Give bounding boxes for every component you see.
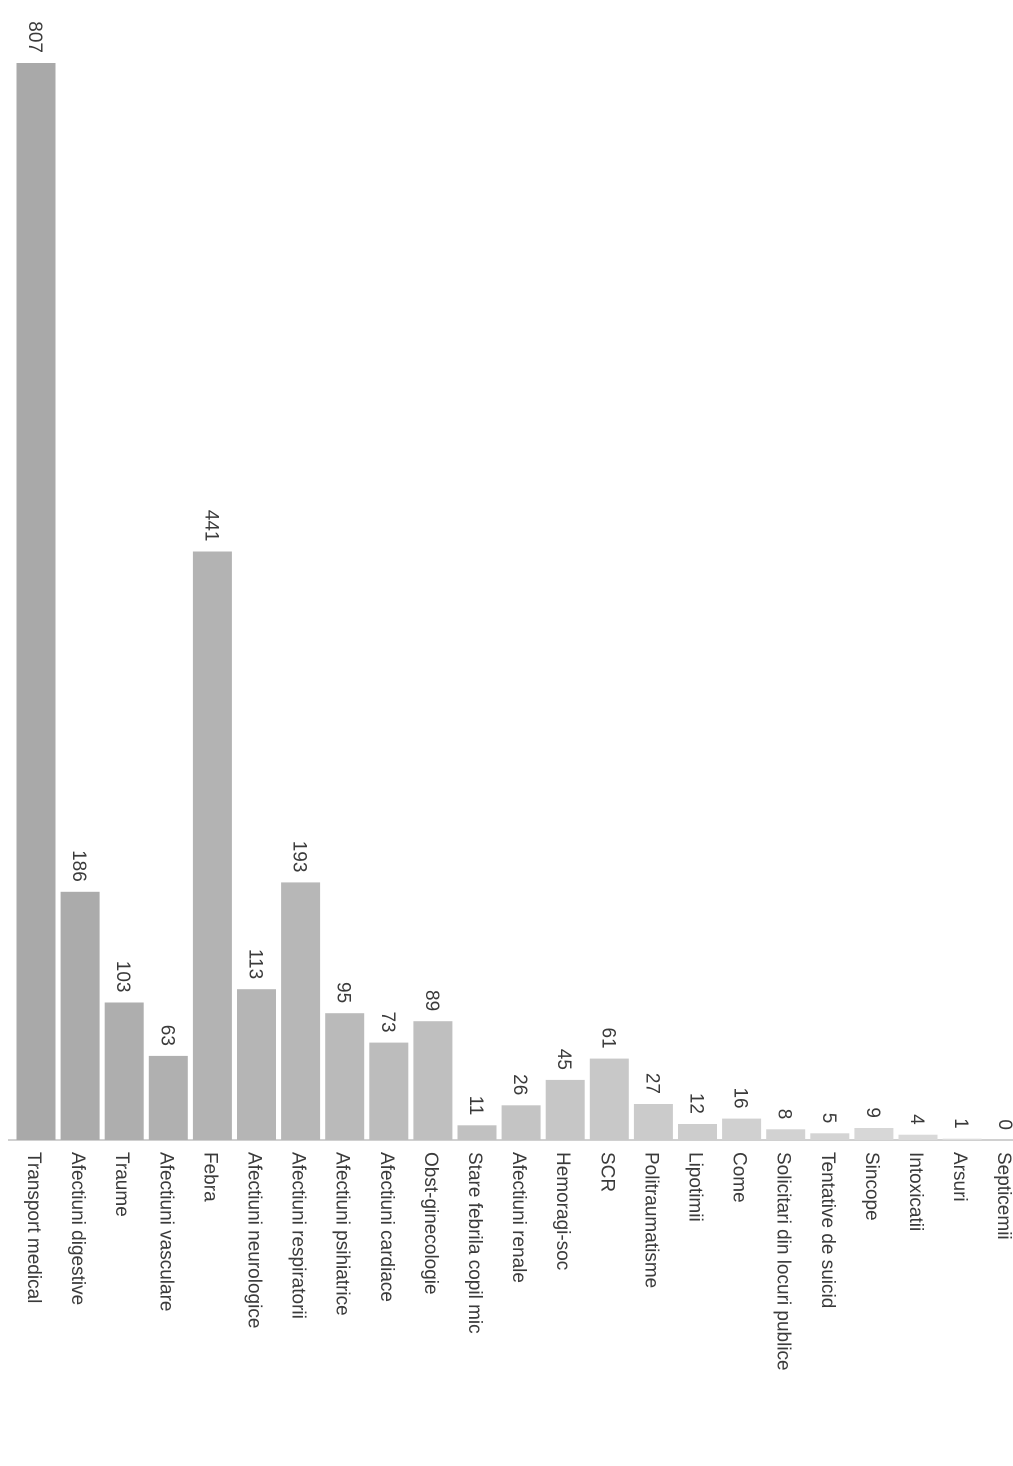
bar [237,989,276,1140]
bar-value-label: 1 [950,1118,971,1129]
bar [281,882,321,1140]
category-label: Traume [111,1152,132,1217]
bar [589,1058,629,1140]
category-label: Septicemii [993,1152,1013,1240]
bar-value-label: 5 [818,1113,839,1124]
category-label: Afectiuni renale [508,1152,529,1283]
bar-value-label: 8 [774,1109,795,1120]
category-label: Arsuri [949,1152,970,1202]
bar-value-label: 193 [289,841,310,873]
bar-value-label: 441 [200,510,221,542]
bar [457,1125,497,1140]
category-label: Sincope [861,1152,882,1221]
category-label: SCR [596,1152,617,1192]
category-label: Hemoragi-soc [552,1152,573,1270]
bar-value-label: 26 [509,1074,530,1095]
bar [16,63,56,1140]
bar-value-label: 9 [862,1107,883,1118]
bar-value-label: 12 [686,1093,707,1114]
category-label: Obst-ginecologie [420,1152,441,1295]
bar-value-label: 0 [994,1119,1013,1130]
category-label: Intoxicatii [905,1152,926,1231]
bar [854,1128,894,1140]
bar [766,1129,806,1140]
bar-value-label: 113 [245,949,266,979]
bar [545,1079,585,1140]
bar [722,1118,762,1140]
bar-value-label: 16 [730,1087,751,1108]
category-label: Afectiuni digestive [67,1152,88,1305]
bar-value-label: 807 [24,21,45,53]
bar-value-label: 103 [112,961,133,993]
bar [60,891,100,1140]
bar [501,1105,541,1140]
bar-value-label: 63 [156,1025,177,1046]
bar [413,1021,453,1140]
category-label: Febra [199,1152,220,1202]
bar-value-label: 4 [906,1114,927,1125]
category-label: Politraumatisme [640,1152,661,1288]
category-label: Transport medical [23,1152,44,1303]
bar-value-label: 95 [333,982,354,1003]
bar [192,551,232,1140]
bar-value-label: 61 [597,1027,618,1048]
bar [325,1013,365,1140]
bars-layer [16,63,982,1140]
bar [810,1133,850,1140]
bar-value-label: 11 [465,1096,486,1116]
category-label: Afectiuni vasculare [155,1152,176,1311]
category-label: Solicitari din locuri publice [773,1152,794,1371]
category-label: Come [729,1152,750,1203]
bar-value-label: 89 [421,990,442,1011]
bar [942,1138,982,1140]
category-label: Lipotimii [685,1152,706,1222]
category-label: Afectiuni respiratorii [288,1152,309,1319]
bar [148,1055,188,1140]
bar [678,1124,717,1140]
category-label: Afectiuni cardiace [376,1152,397,1302]
bar [898,1134,938,1140]
bar-value-label: 45 [553,1049,574,1070]
category-label: Afectiuni psihiatrice [332,1152,353,1316]
category-label: Tentative de suicid [817,1152,838,1308]
bar [633,1104,673,1140]
category-label: Stare febrila copil mic [464,1152,485,1334]
bar-value-label: 73 [377,1011,398,1032]
bar [369,1042,409,1140]
category-label: Afectiuni neurologice [244,1152,265,1328]
bar [104,1002,144,1140]
category-labels-layer: Transport medical Afectiuni digestive Trau… [23,1152,1013,1371]
bar-value-label: 186 [68,850,89,882]
bar-value-label: 27 [641,1073,662,1094]
